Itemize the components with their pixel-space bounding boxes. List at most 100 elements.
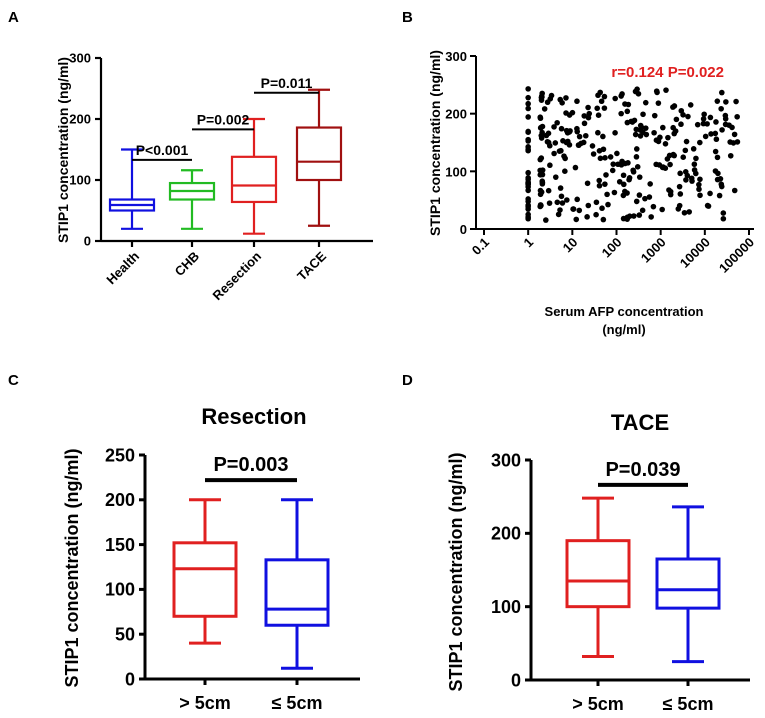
panel-b-scatter-point	[612, 95, 618, 102]
panel-b-scatter-point	[671, 130, 678, 137]
panel-a-p-value: P<0.001	[136, 142, 189, 158]
panel-c-y-tick-label: 0	[125, 669, 135, 689]
panel-b-scatter-point	[712, 168, 719, 174]
panel-b-scatter-point	[720, 215, 727, 222]
panel-b-scatter-point	[714, 154, 721, 161]
panel-b-scatter-point	[585, 104, 591, 111]
panel-b-scatter-point	[551, 150, 557, 157]
panel-b-scatter-point	[564, 197, 570, 203]
panel-b-scatter-point	[675, 206, 682, 212]
panel-b-scatter-point	[557, 185, 564, 191]
panel-b-scatter-point	[681, 209, 688, 216]
panel-b-scatter-point	[576, 207, 583, 214]
panel-b-scatter-point	[539, 178, 546, 184]
panel-b-scatter-point	[646, 194, 653, 200]
panel-b-scatter-point	[574, 125, 580, 132]
panel-b-scatter-point	[525, 105, 531, 112]
panel-b-scatter-point	[696, 181, 702, 188]
panel-b-scatter-point	[598, 98, 605, 105]
panel-b-x-axis-label-line2: (ng/ml)	[602, 322, 645, 337]
panel-b-scatter-point	[633, 146, 640, 152]
panel-b-scatter-point	[610, 161, 617, 167]
panel-b-scatter-point	[581, 120, 588, 127]
panel-a-box-3	[295, 126, 343, 182]
panel-b-scatter-point	[602, 155, 608, 161]
panel-b-scatter-point	[686, 209, 693, 215]
panel-b-scatter-point	[677, 170, 683, 177]
panel-b-scatter-point	[538, 135, 545, 141]
panel-b-y-tick-label: 300	[445, 49, 467, 64]
panel-a-y-tick-label: 100	[69, 173, 91, 188]
panel-c-y-axis-label: STIP1 concentration (ng/ml)	[62, 448, 82, 687]
panel-a-y-tick-label: 300	[69, 51, 91, 66]
panel-b-scatter-point	[722, 112, 729, 119]
panel-b-scatter-point	[636, 192, 643, 198]
panel-b-scatter-point	[640, 111, 646, 118]
panel-b-scatter-point	[662, 141, 669, 147]
panel-b-scatter-point	[574, 98, 580, 105]
panel-b-scatter-point	[723, 99, 729, 105]
panel-b-x-tick-label: 100	[599, 235, 625, 261]
panel-b-scatter-point	[569, 109, 576, 116]
panel-b-scatter-point	[707, 114, 714, 121]
panel-b-scatter-point	[525, 180, 531, 187]
panel-b-scatter-point	[537, 156, 544, 163]
panel-b-scatter-point	[665, 134, 671, 141]
panel-d-y-tick-label: 100	[491, 597, 521, 617]
panel-b-scatter-point	[582, 132, 589, 139]
panel-b-scatter-point	[682, 169, 689, 175]
panel-b-scatter-point	[562, 155, 568, 162]
panel-b-scatter-point	[673, 116, 680, 123]
panel-c-box-1	[264, 558, 330, 627]
panel-b-scatter-point	[718, 105, 724, 112]
panel-b-scatter-point	[584, 214, 590, 220]
panel-b-scatter-point	[596, 182, 603, 189]
panel-b-scatter-point	[626, 213, 633, 219]
panel-b-scatter-point	[625, 160, 631, 166]
panel-a-box-plot: STIP1 concentration (ng/ml) 0 100 200 300 He…	[55, 51, 373, 303]
panel-b-scatter-point	[552, 140, 559, 146]
panel-b-scatter-point	[714, 98, 721, 104]
panel-b-scatter-point	[525, 138, 531, 144]
panel-b-scatter-point	[670, 124, 676, 131]
panel-b-scatter-point	[560, 138, 566, 144]
panel-b-scatter-point	[618, 110, 624, 117]
panel-b-scatter-point	[600, 216, 607, 223]
panel-d-category-label: ≤ 5cm	[663, 694, 714, 714]
panel-b-scatter-point	[559, 200, 566, 206]
panel-b-scatter-point	[544, 138, 551, 145]
panel-b-scatter-point	[551, 124, 557, 130]
panel-b-scatter-point	[545, 187, 552, 194]
panel-b-scatter-point	[585, 202, 592, 209]
panel-b-x-axis-label-line1: Serum AFP concentration	[545, 304, 704, 319]
panel-b-scatter-point	[545, 130, 552, 137]
panel-b-scatter-point	[552, 174, 559, 180]
panel-label-c: C	[8, 372, 19, 389]
panel-b-scatter-point	[611, 189, 618, 196]
panel-b-scatter-point	[667, 161, 673, 168]
panel-b-scatter-point	[690, 146, 697, 152]
panel-b-scatter-point	[602, 181, 608, 187]
panel-b-scatter-point	[537, 167, 543, 174]
panel-c-p-value: P=0.003	[213, 454, 288, 476]
panel-b-scatter-point	[580, 139, 587, 146]
panel-b-scatter-point	[630, 167, 636, 174]
panel-b-scatter-point	[718, 181, 725, 188]
panel-b-scatter-point	[575, 142, 582, 148]
panel-b-scatter-point	[628, 118, 634, 125]
panel-b-scatter-point	[603, 172, 609, 178]
panel-b-scatter-point	[597, 155, 604, 162]
panel-b-x-tick-label: 100000	[716, 235, 757, 276]
panel-b-scatter-point	[558, 193, 565, 200]
panel-b-scatter-point	[639, 207, 646, 214]
panel-b-x-tick-label: 1000	[638, 235, 669, 266]
panel-b-scatter-point	[663, 87, 669, 93]
panel-b-scatter-point	[731, 187, 738, 194]
panel-b-correlation-annotation: r=0.124 P=0.022	[611, 64, 724, 81]
panel-b-scatter-point	[620, 192, 627, 199]
panel-b-scatter-point	[693, 155, 699, 162]
panel-b-scatter-point	[687, 102, 694, 108]
panel-b-scatter-point	[555, 211, 562, 218]
panel-b-scatter-point	[599, 205, 605, 212]
